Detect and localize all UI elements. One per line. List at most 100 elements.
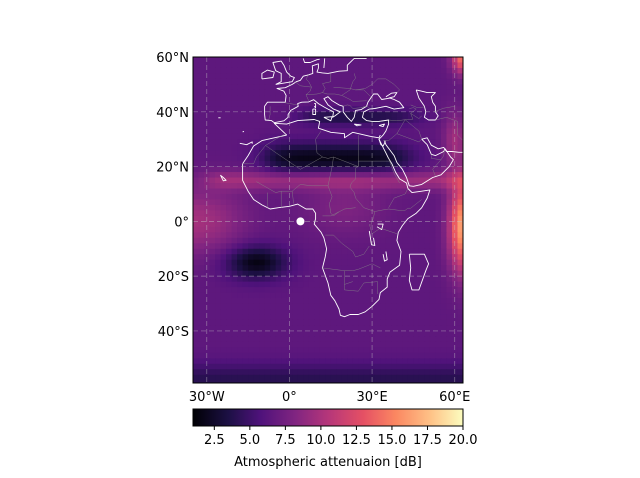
heatmap-cell bbox=[402, 62, 409, 69]
heatmap-cell bbox=[209, 374, 216, 381]
heatmap-cell bbox=[380, 270, 387, 277]
heatmap-cell bbox=[330, 259, 337, 266]
country-border bbox=[284, 102, 298, 106]
heatmap-cell bbox=[374, 259, 381, 266]
heatmap-cell bbox=[198, 298, 205, 305]
heatmap-cell bbox=[440, 314, 448, 321]
heatmap-cell bbox=[237, 363, 244, 370]
heatmap-cell bbox=[358, 369, 365, 376]
heatmap-cell bbox=[237, 62, 244, 69]
heatmap-cell bbox=[209, 166, 216, 173]
heatmap-cell bbox=[215, 199, 222, 206]
heatmap-cell bbox=[292, 144, 299, 151]
heatmap-cell bbox=[330, 133, 337, 140]
heatmap-cell bbox=[424, 128, 431, 135]
heatmap-cell bbox=[215, 95, 222, 102]
heatmap-cell bbox=[248, 254, 255, 261]
heatmap-cell bbox=[391, 95, 398, 102]
heatmap-cell bbox=[248, 380, 255, 383]
colorbar-tick-label: 2.5 bbox=[204, 433, 225, 448]
heatmap-cell bbox=[446, 67, 453, 75]
heatmap-cell bbox=[369, 347, 376, 354]
heatmap-cell bbox=[336, 210, 343, 217]
heatmap-cell bbox=[358, 237, 365, 244]
heatmap-cell bbox=[198, 369, 205, 376]
heatmap-cell bbox=[413, 226, 420, 233]
heatmap-cell bbox=[275, 210, 282, 217]
heatmap-cell bbox=[281, 232, 288, 239]
country-border bbox=[457, 121, 463, 141]
heatmap-cell bbox=[286, 67, 293, 75]
heatmap-cell bbox=[237, 254, 244, 261]
heatmap-cell bbox=[253, 221, 260, 228]
heatmap-cell bbox=[248, 95, 255, 102]
heatmap-cell bbox=[424, 303, 431, 310]
heatmap-cell bbox=[413, 95, 420, 102]
heatmap-cell bbox=[435, 287, 442, 294]
heatmap-cell bbox=[319, 309, 326, 316]
heatmap-cell bbox=[413, 341, 420, 348]
heatmap-cell bbox=[215, 270, 222, 277]
heatmap-cell bbox=[226, 161, 233, 168]
heatmap-cell bbox=[242, 89, 249, 96]
country-border bbox=[435, 117, 458, 122]
heatmap-cell bbox=[231, 204, 238, 212]
heatmap-cell bbox=[429, 150, 437, 157]
heatmap-cell bbox=[424, 237, 431, 244]
heatmap-cell bbox=[237, 237, 244, 244]
heatmap-cell bbox=[347, 67, 354, 75]
heatmap-cell bbox=[347, 330, 354, 338]
heatmap-cell bbox=[319, 67, 326, 75]
heatmap-cell bbox=[407, 161, 415, 168]
heatmap-cell bbox=[281, 221, 288, 228]
heatmap-cell bbox=[424, 67, 431, 75]
heatmap-cell bbox=[424, 265, 431, 272]
heatmap-cell bbox=[198, 237, 205, 244]
heatmap-cell bbox=[314, 292, 321, 299]
heatmap-cell bbox=[336, 172, 343, 179]
heatmap-cell bbox=[297, 139, 304, 146]
heatmap-cell bbox=[193, 363, 200, 370]
heatmap-cell bbox=[231, 319, 238, 327]
heatmap-cell bbox=[380, 352, 387, 359]
heatmap-cell bbox=[248, 100, 255, 107]
heatmap-cell bbox=[440, 254, 448, 261]
heatmap-cell bbox=[215, 62, 222, 69]
heatmap-cell bbox=[319, 221, 326, 228]
heatmap-cell bbox=[451, 347, 459, 354]
heatmap-cell bbox=[336, 232, 343, 239]
heatmap-cell bbox=[319, 183, 326, 190]
heatmap-cell bbox=[220, 166, 227, 173]
heatmap-cell bbox=[242, 144, 249, 151]
heatmap-cell bbox=[435, 177, 442, 184]
heatmap-cell bbox=[209, 232, 216, 239]
heatmap-cell bbox=[413, 319, 420, 327]
heatmap-cell bbox=[209, 358, 216, 365]
heatmap-cell bbox=[435, 325, 442, 332]
heatmap-cell bbox=[418, 161, 426, 168]
heatmap-cell bbox=[429, 281, 437, 288]
heatmap-cell bbox=[440, 232, 448, 239]
heatmap-cell bbox=[259, 380, 266, 383]
heatmap-cell bbox=[248, 314, 255, 321]
heatmap-cell bbox=[297, 183, 304, 190]
heatmap-cell bbox=[264, 319, 271, 327]
heatmap-cell bbox=[275, 243, 282, 250]
heatmap-cell bbox=[253, 150, 260, 157]
heatmap-cell bbox=[253, 325, 260, 332]
heatmap-cell bbox=[424, 226, 431, 233]
heatmap-cell bbox=[457, 161, 463, 168]
heatmap-cell bbox=[435, 150, 442, 157]
heatmap-cell bbox=[259, 57, 266, 64]
heatmap-cell bbox=[347, 358, 354, 365]
heatmap-cell bbox=[336, 144, 343, 151]
heatmap-cell bbox=[457, 270, 463, 277]
heatmap-cell bbox=[402, 139, 409, 146]
heatmap-cell bbox=[292, 243, 299, 250]
heatmap-cell bbox=[385, 358, 392, 365]
heatmap-cell bbox=[396, 374, 403, 381]
heatmap-cell bbox=[413, 281, 420, 288]
heatmap-cell bbox=[248, 352, 255, 359]
heatmap-cell bbox=[457, 287, 463, 294]
